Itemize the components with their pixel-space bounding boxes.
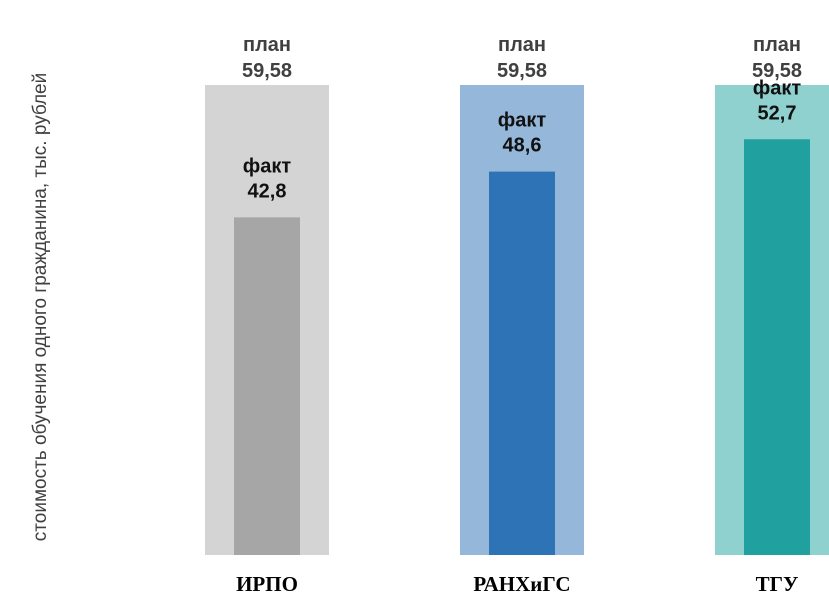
fact-word-label: факт — [753, 77, 802, 99]
category-label: РАНХиГС — [473, 572, 570, 596]
y-axis-label: стоимость обучения одного гражданина, ты… — [30, 73, 51, 541]
fact-word-label: факт — [498, 110, 547, 132]
fact-bar — [234, 217, 300, 555]
category-label: ИРПО — [236, 572, 298, 596]
fact-value-label: 52,7 — [758, 102, 797, 124]
value-labels: план59,58факт42,8план59,58факт48,6план59… — [242, 34, 802, 202]
fact-word-label: факт — [243, 155, 292, 177]
category-label: ТГУ — [756, 572, 799, 596]
plan-value-label: 59,58 — [497, 60, 547, 82]
plan-word-label: план — [498, 34, 546, 56]
fact-bars — [234, 139, 810, 555]
fact-bar — [489, 171, 555, 555]
category-labels: ИРПО РАНХиГС ТГУ — [236, 572, 798, 596]
fact-bar — [744, 139, 810, 555]
plan-value-label: 59,58 — [242, 60, 292, 82]
plan-word-label: план — [243, 34, 291, 56]
plan-word-label: план — [753, 34, 801, 56]
fact-value-label: 42,8 — [248, 180, 287, 202]
fact-value-label: 48,6 — [503, 135, 542, 157]
plan-value-label: 59,58 — [752, 60, 802, 82]
